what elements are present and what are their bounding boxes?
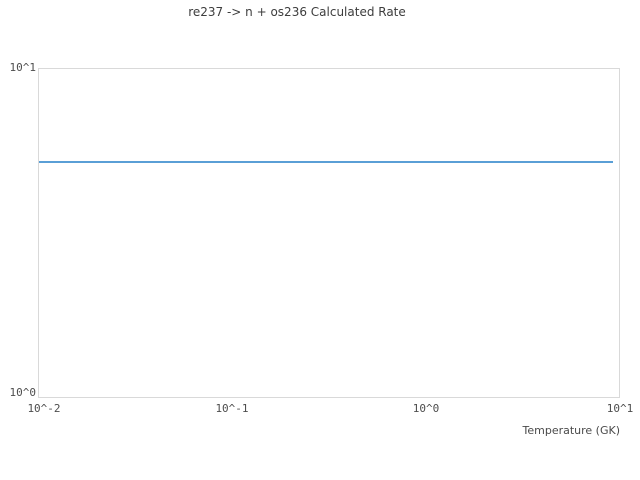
y-tick-label-10e1: 10^1 xyxy=(9,61,37,74)
x-tick-label-10e-2: 10^-2 xyxy=(27,402,61,415)
x-tick-label-10e1: 10^1 xyxy=(606,402,634,415)
y-tick-label-10e0: 10^0 xyxy=(9,386,37,399)
x-axis-label: Temperature (GK) xyxy=(522,424,621,437)
x-tick-label-10e0: 10^0 xyxy=(412,402,440,415)
rate-line-series xyxy=(39,161,613,163)
chart-title: re237 -> n + os236 Calculated Rate xyxy=(188,5,406,19)
plot-area xyxy=(38,68,620,398)
x-tick-label-10e-1: 10^-1 xyxy=(215,402,249,415)
